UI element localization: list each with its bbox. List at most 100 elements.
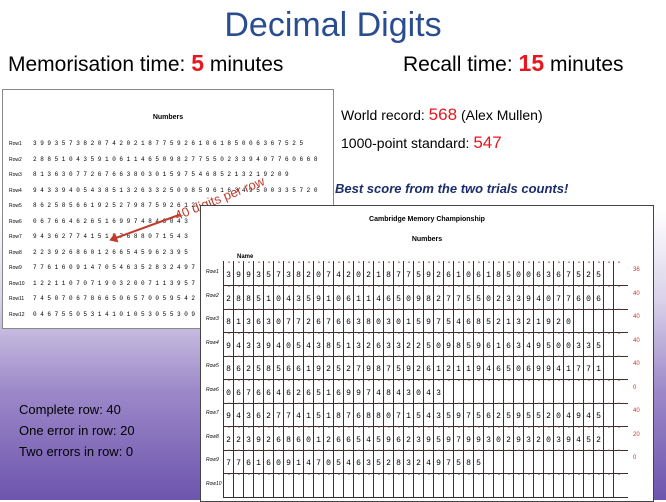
digit-cell bbox=[553, 461, 563, 497]
digit-cell bbox=[613, 296, 623, 332]
row-label: Row4 bbox=[9, 187, 22, 194]
memorisation-value: 5 bbox=[191, 50, 205, 76]
digit-cell bbox=[593, 437, 603, 473]
row-digits: 8 1 3 6 3 0 7 7 2 6 7 6 6 3 8 0 3 0 1 5 … bbox=[33, 171, 289, 178]
digit-cell bbox=[583, 461, 593, 497]
digit-cell bbox=[513, 437, 523, 473]
digit-cell bbox=[253, 461, 263, 497]
world-record: World record: 568 (Alex Mullen) bbox=[341, 105, 543, 125]
recall-row: Row606766462651699748430430 bbox=[206, 367, 636, 404]
recall-row-label: Row6 bbox=[206, 386, 219, 393]
digit-cell bbox=[523, 437, 533, 473]
digit-cell bbox=[573, 437, 583, 473]
recall-row-label: Row3 bbox=[206, 316, 219, 322]
digit-cell bbox=[573, 461, 583, 497]
digit-cell bbox=[613, 437, 623, 473]
recall-row-label: Row1 bbox=[206, 269, 219, 275]
digit-cell bbox=[503, 437, 513, 473]
recall-row-label: Row10 bbox=[206, 480, 222, 487]
digit-cell bbox=[283, 461, 293, 497]
world-record-holder: (Alex Mullen) bbox=[460, 107, 543, 123]
digit-cell bbox=[373, 461, 383, 497]
recall-sheet: Cambridge Memory Championship Numbers Na… bbox=[200, 205, 654, 502]
digit-cell bbox=[523, 367, 533, 403]
digit-cell bbox=[593, 461, 603, 497]
memorisation-time: Memorisation time: 5 minutes bbox=[8, 50, 283, 77]
numbers-row: Row9 7 7 6 1 6 0 9 1 4 7 0 5 4 6 3 5 2 8 … bbox=[9, 264, 195, 271]
row-label: Row6 bbox=[9, 218, 22, 225]
digit-cell bbox=[613, 414, 623, 450]
digit-cell bbox=[573, 296, 583, 332]
slide-title: Decimal Digits bbox=[224, 6, 442, 44]
digit-cell bbox=[543, 461, 553, 497]
digit-cell bbox=[413, 461, 423, 497]
row-label: Row12 bbox=[9, 311, 25, 318]
digit-cell bbox=[613, 461, 623, 497]
digit-cell bbox=[563, 367, 573, 403]
digit-cell bbox=[533, 437, 543, 473]
recall-label: Recall time: bbox=[403, 53, 513, 76]
digit-cell bbox=[533, 461, 543, 497]
numbers-row: Row10 1 2 2 1 1 0 7 0 7 1 9 0 3 2 0 0 7 1… bbox=[9, 280, 195, 287]
digit-cell bbox=[583, 367, 593, 403]
digit-cell bbox=[483, 437, 493, 473]
recall-row-label: Row2 bbox=[206, 292, 219, 299]
digit-cell bbox=[493, 367, 503, 403]
digit-cell bbox=[573, 367, 583, 403]
recall-row-label: Row9 bbox=[206, 457, 219, 463]
row-label: Row7 bbox=[9, 234, 22, 240]
row-score: 20 bbox=[633, 431, 640, 438]
row-digits: 9 4 3 3 9 4 0 5 4 3 8 5 1 3 2 6 3 3 2 5 … bbox=[33, 186, 318, 194]
digit-cell bbox=[603, 367, 613, 403]
summary-one-error: One error in row: 20 bbox=[19, 423, 135, 438]
digit-cell bbox=[453, 461, 463, 497]
recall-row-label: Row5 bbox=[206, 363, 219, 369]
row-label: Row11 bbox=[9, 296, 25, 302]
numbers-row: Row11 7 4 5 0 7 0 6 7 8 6 6 5 0 6 5 7 0 0… bbox=[9, 295, 195, 302]
digit-cell bbox=[553, 437, 563, 473]
digit-cell bbox=[533, 367, 543, 403]
digit-cell bbox=[463, 461, 473, 497]
digit-cell bbox=[503, 367, 513, 403]
numbers-sheet-title: Numbers bbox=[152, 114, 184, 121]
digit-cell bbox=[603, 320, 613, 356]
digit-cell bbox=[303, 461, 313, 497]
digit-cell bbox=[363, 461, 373, 497]
digit-cell bbox=[613, 367, 623, 403]
row-digits: 0 6 7 6 6 4 6 2 6 5 1 6 9 9 7 4 8 4 3 0 … bbox=[33, 217, 188, 225]
digit-cell bbox=[593, 296, 603, 332]
digit-cell bbox=[313, 461, 323, 497]
standard-label: 1000-point standard: bbox=[341, 135, 470, 151]
digit-cell bbox=[603, 273, 613, 309]
numbers-row: Row3 8 1 3 6 3 0 7 7 2 6 7 6 6 3 8 0 3 0 … bbox=[9, 171, 289, 178]
recall-row-label: Row4 bbox=[206, 339, 219, 346]
world-record-label: World record: bbox=[341, 107, 425, 123]
digit-cell bbox=[603, 437, 613, 473]
recall-time: Recall time: 15 minutes bbox=[403, 50, 624, 77]
row-score: 0 bbox=[633, 455, 637, 461]
standard: 1000-point standard: 547 bbox=[341, 133, 502, 153]
summary-two-errors: Two errors in row: 0 bbox=[19, 444, 134, 459]
digit-cell bbox=[563, 461, 573, 497]
summary-complete-row: Complete row: 40 bbox=[19, 402, 121, 417]
row-digits: 2 2 3 9 2 6 8 6 0 1 2 6 6 5 4 5 9 6 2 3 … bbox=[33, 248, 188, 256]
row-score: 40 bbox=[633, 314, 640, 320]
digit-cell bbox=[603, 414, 613, 450]
row-label: Row1 bbox=[9, 141, 22, 147]
digit-cell bbox=[613, 390, 623, 426]
row-label: Row9 bbox=[9, 265, 22, 271]
recall-row-label: Row7 bbox=[206, 410, 219, 416]
digit-cell bbox=[333, 461, 343, 497]
world-record-value: 568 bbox=[428, 105, 458, 124]
digit-cell bbox=[443, 367, 453, 403]
digit-cell bbox=[463, 367, 473, 403]
digit-cell bbox=[323, 461, 333, 497]
digit-cell bbox=[243, 461, 253, 497]
numbers-row: Row12 0 4 6 7 5 5 0 5 3 1 4 1 0 1 0 5 3 0… bbox=[9, 311, 195, 318]
digit-cell bbox=[513, 367, 523, 403]
digit-cell bbox=[603, 461, 613, 497]
digit-cell bbox=[483, 461, 493, 497]
recall-row-label: Row8 bbox=[206, 433, 219, 440]
digit-cell bbox=[603, 296, 613, 332]
